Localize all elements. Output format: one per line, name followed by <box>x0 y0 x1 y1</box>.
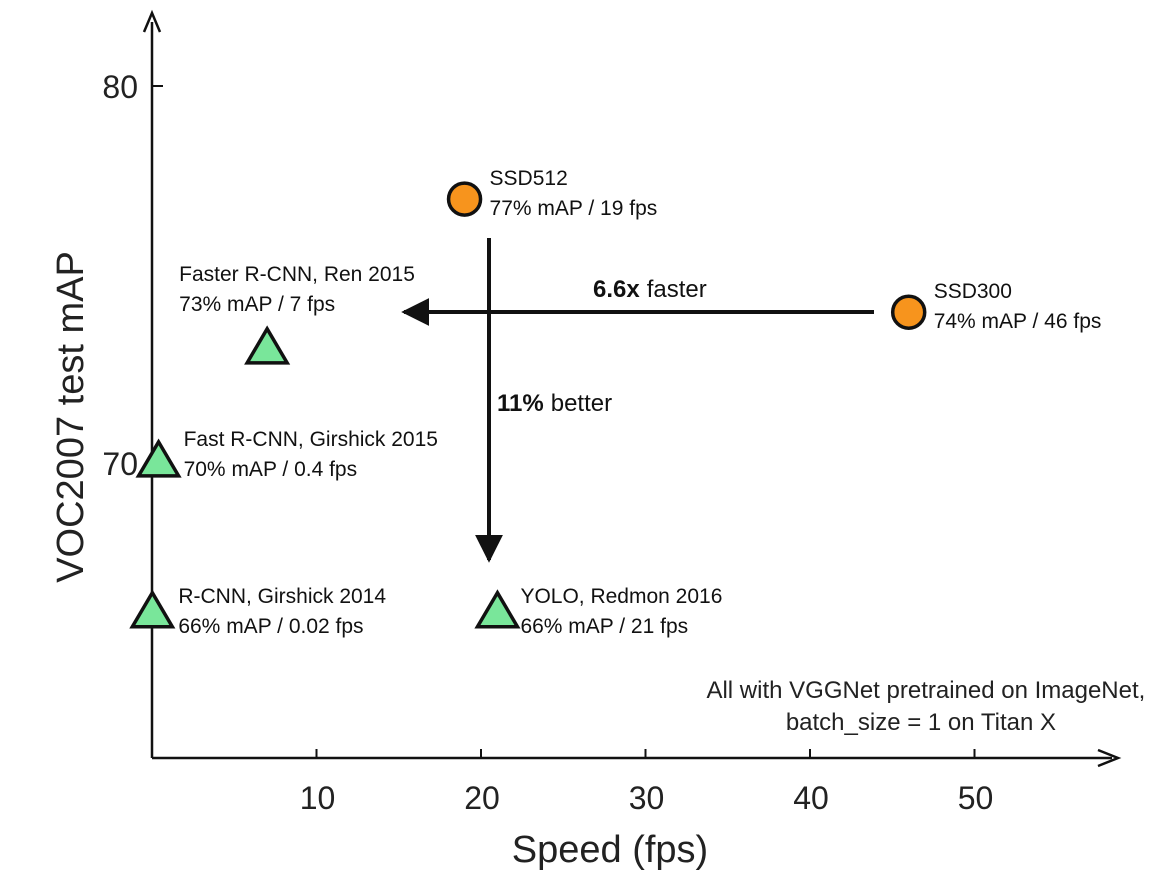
y-axis-arrowhead <box>142 9 162 33</box>
triangle-marker <box>135 438 182 478</box>
point-label-detail: 73% mAP / 7 fps <box>179 293 335 316</box>
better-annotation-text: better <box>551 390 612 417</box>
y-axis-title: VOC2007 test mAP <box>50 251 92 583</box>
x-tick-label: 40 <box>793 780 829 816</box>
point-label-name: SSD512 <box>490 167 568 190</box>
point-label: Fast R-CNN, Girshick 2015 70% mAP / 0.4 f… <box>184 428 438 481</box>
better-annotation-bold: 11% <box>497 390 544 417</box>
point-label-name: R-CNN, Girshick 2014 <box>178 585 386 608</box>
x-axis-ticks: 10 20 30 40 50 <box>300 749 994 816</box>
point-label-name: YOLO, Redmon 2016 <box>520 585 722 608</box>
x-tick-label: 10 <box>300 780 336 816</box>
y-axis-ticks: 70 80 <box>102 69 163 482</box>
triangle-marker <box>129 589 176 629</box>
y-tick-label: 80 <box>102 69 138 105</box>
data-points: SSD512 77% mAP / 19 fps SSD300 74% mAP / 46… <box>129 167 1102 638</box>
point-label-detail: 66% mAP / 0.02 fps <box>178 615 363 638</box>
x-tick-label: 20 <box>464 780 500 816</box>
faster-annotation-text: faster <box>647 276 707 303</box>
point-label-name: Faster R-CNN, Ren 2015 <box>179 263 415 286</box>
footnote-line-2: batch_size = 1 on Titan X <box>786 709 1056 736</box>
point-label-detail: 66% mAP / 21 fps <box>520 615 688 638</box>
circle-marker <box>890 294 927 330</box>
triangle-marker <box>474 589 521 629</box>
better-annotation: 11% better <box>497 390 612 417</box>
point-label-name: SSD300 <box>934 280 1012 303</box>
point-label: YOLO, Redmon 2016 66% mAP / 21 fps <box>520 585 722 638</box>
x-tick-label: 30 <box>629 780 665 816</box>
point-label: Faster R-CNN, Ren 2015 73% mAP / 7 fps <box>179 263 415 316</box>
point-label: R-CNN, Girshick 2014 66% mAP / 0.02 fps <box>178 585 386 638</box>
footnote-line-1: All with VGGNet pretrained on ImageNet, <box>706 677 1145 704</box>
point-label-detail: 70% mAP / 0.4 fps <box>184 458 358 481</box>
faster-annotation-bold: 6.6x <box>593 276 640 303</box>
x-axis-title: Speed (fps) <box>512 829 708 871</box>
point-label-detail: 74% mAP / 46 fps <box>934 310 1102 333</box>
y-tick-label: 70 <box>102 446 138 482</box>
faster-annotation: 6.6x faster <box>593 276 707 303</box>
point-label-name: Fast R-CNN, Girshick 2015 <box>184 428 438 451</box>
point-label-detail: 77% mAP / 19 fps <box>490 197 658 220</box>
x-axis-arrowhead <box>1097 748 1122 768</box>
triangle-marker <box>244 325 291 365</box>
point-label: SSD512 77% mAP / 19 fps <box>490 167 658 220</box>
circle-marker <box>446 181 483 217</box>
x-tick-label: 50 <box>958 780 994 816</box>
footnote: All with VGGNet pretrained on ImageNet, … <box>706 677 1152 736</box>
point-label: SSD300 74% mAP / 46 fps <box>934 280 1102 333</box>
